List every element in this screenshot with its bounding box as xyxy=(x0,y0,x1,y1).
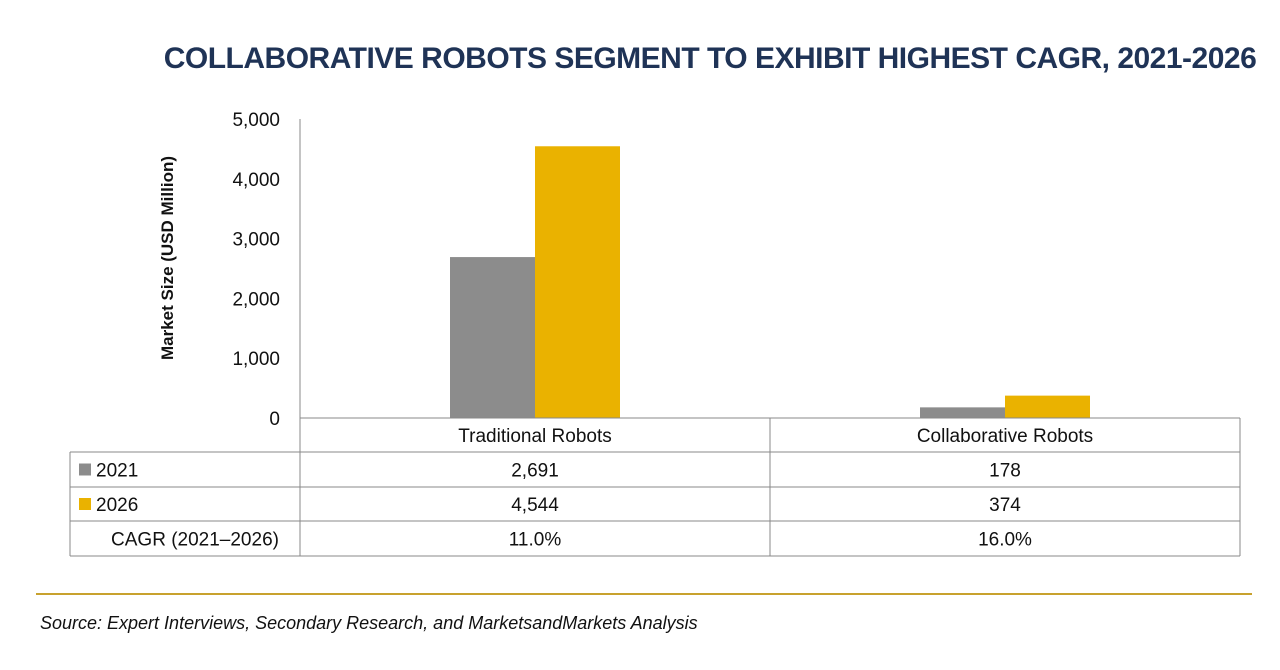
bar-2026-1 xyxy=(1005,395,1090,418)
cagr-value: 11.0% xyxy=(509,530,562,551)
legend-label: 2021 xyxy=(96,461,138,482)
y-tick-label: 1,000 xyxy=(232,349,280,370)
source-note: Source: Expert Interviews, Secondary Res… xyxy=(40,613,698,633)
legend-swatch-2026 xyxy=(79,498,91,510)
legend-label: 2026 xyxy=(96,495,138,516)
chart-area: 0 1,000 2,000 3,000 4,000 5,000 Traditional Ro… xyxy=(69,110,1241,557)
category-label: Collaborative Robots xyxy=(917,426,1093,447)
data-label: 2,691 xyxy=(511,461,559,482)
y-tick-label: 3,000 xyxy=(232,230,280,251)
category-label: Traditional Robots xyxy=(458,426,611,447)
data-label: 178 xyxy=(989,461,1021,482)
y-tick-label: 0 xyxy=(269,409,280,430)
chart-title: COLLABORATIVE ROBOTS SEGMENT TO EXHIBIT … xyxy=(163,42,1257,75)
cagr-row-label: CAGR (2021–2026) xyxy=(111,530,279,551)
y-tick-label: 4,000 xyxy=(232,170,280,191)
divider xyxy=(36,593,1252,595)
y-tick-label: 5,000 xyxy=(232,110,280,131)
data-label: 4,544 xyxy=(511,495,559,516)
bar-2021-0 xyxy=(450,257,535,418)
data-label: 374 xyxy=(989,495,1021,516)
bar-2021-1 xyxy=(920,407,1005,418)
legend-swatch-2021 xyxy=(79,463,91,476)
bar-2026-0 xyxy=(535,146,620,418)
cagr-value: 16.0% xyxy=(978,530,1032,551)
y-tick-label: 2,000 xyxy=(232,289,280,310)
